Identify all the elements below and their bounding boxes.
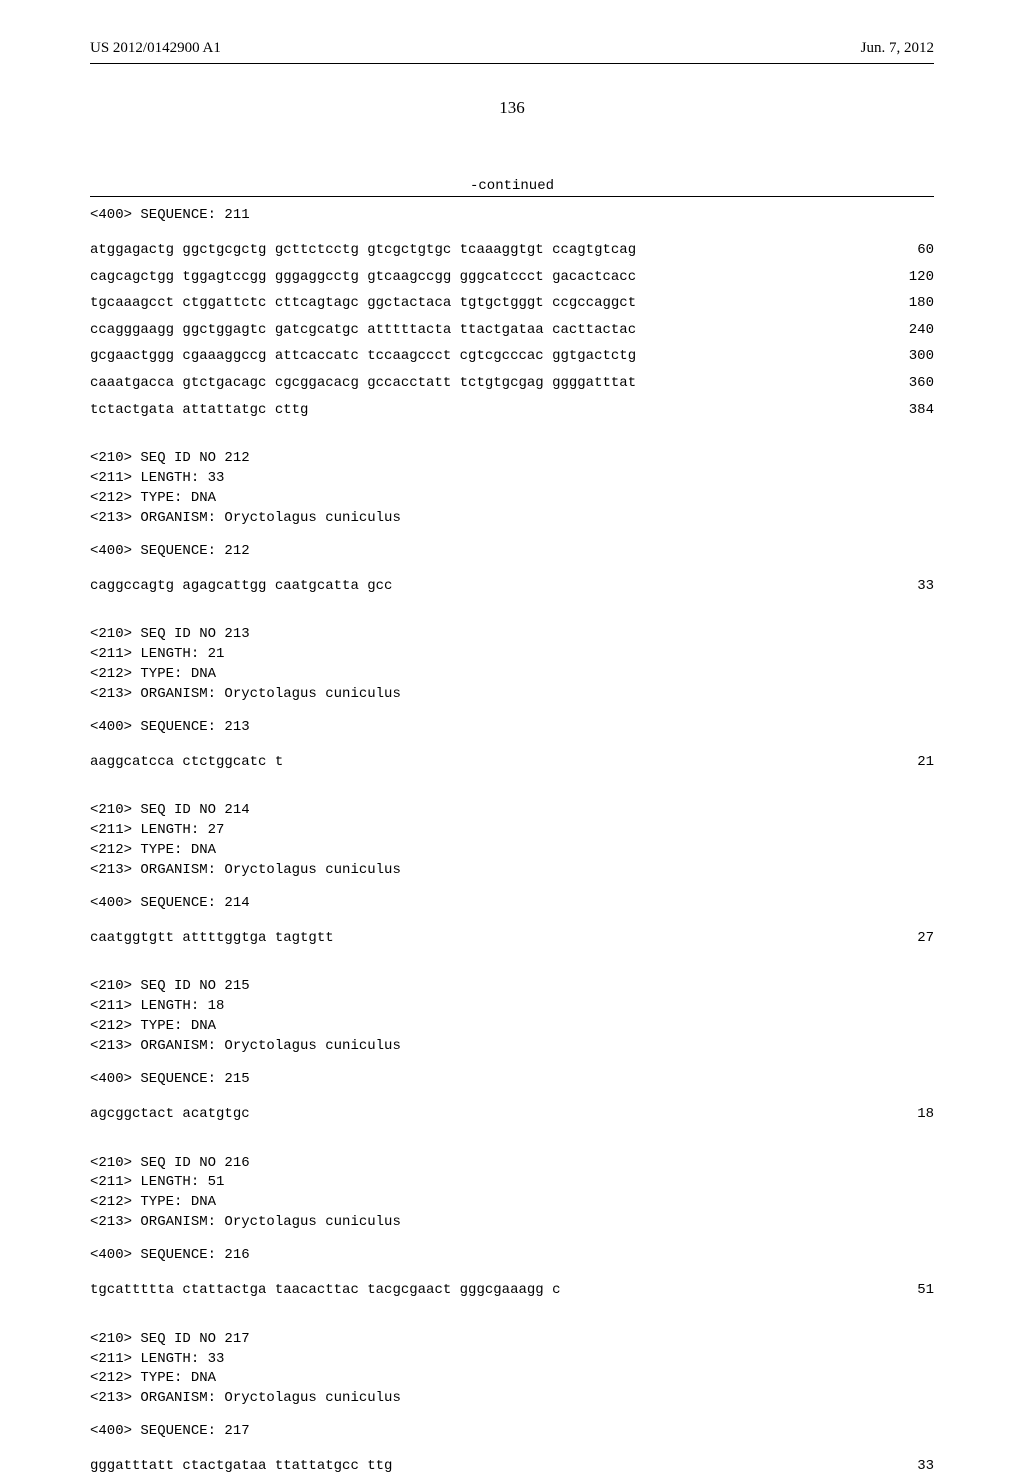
sequence-line: tgcattttta ctattactga taacacttac tacgcga… (90, 1277, 934, 1304)
sequence-metadata: <210> SEQ ID NO 216 <211> LENGTH: 51 <21… (90, 1154, 934, 1234)
sequence-text: tgcaaagcct ctggattctc cttcagtagc ggctact… (90, 290, 636, 317)
sequence-400-label: <400> SEQUENCE: 212 (90, 543, 934, 559)
sequence-text: ccagggaagg ggctggagtc gatcgcatgc attttta… (90, 317, 636, 344)
sequence-metadata: <210> SEQ ID NO 215 <211> LENGTH: 18 <21… (90, 977, 934, 1057)
sequence-text: gggatttatt ctactgataa ttattatgcc ttg (90, 1453, 392, 1480)
sequence-position: 120 (879, 264, 934, 291)
page-header: US 2012/0142900 A1 Jun. 7, 2012 (90, 40, 934, 57)
continued-label: -continued (90, 178, 934, 194)
sequence-line: atggagactg ggctgcgctg gcttctcctg gtcgctg… (90, 237, 934, 264)
sequence-line: gcgaactggg cgaaaggccg attcaccatc tccaagc… (90, 343, 934, 370)
sequence-metadata: <210> SEQ ID NO 217 <211> LENGTH: 33 <21… (90, 1330, 934, 1410)
sequence-text: atggagactg ggctgcgctg gcttctcctg gtcgctg… (90, 237, 636, 264)
sequence-text: caatggtgtt attttggtga tagtgtt (90, 925, 334, 952)
sequence-position: 360 (879, 370, 934, 397)
sequence-top-rule (90, 196, 934, 197)
sequence-position: 240 (879, 317, 934, 344)
sequence-metadata: <210> SEQ ID NO 214 <211> LENGTH: 27 <21… (90, 801, 934, 881)
sequence-entry: <210> SEQ ID NO 216 <211> LENGTH: 51 <21… (90, 1154, 934, 1304)
sequence-entry: <210> SEQ ID NO 217 <211> LENGTH: 33 <21… (90, 1330, 934, 1480)
sequence-text: caggccagtg agagcattgg caatgcatta gcc (90, 573, 392, 600)
sequence-position: 180 (879, 290, 934, 317)
sequence-metadata: <210> SEQ ID NO 213 <211> LENGTH: 21 <21… (90, 625, 934, 705)
page: US 2012/0142900 A1 Jun. 7, 2012 136 -con… (0, 0, 1024, 1320)
sequence-line: caatggtgtt attttggtga tagtgtt 27 (90, 925, 934, 952)
sequence-400-label: <400> SEQUENCE: 214 (90, 895, 934, 911)
sequence-position: 384 (879, 397, 934, 424)
sequence-400-label: <400> SEQUENCE: 216 (90, 1247, 934, 1263)
sequence-position: 51 (887, 1277, 934, 1304)
header-rule (90, 63, 934, 64)
sequence-entry: <210> SEQ ID NO 215 <211> LENGTH: 18 <21… (90, 977, 934, 1127)
sequence-metadata: <210> SEQ ID NO 212 <211> LENGTH: 33 <21… (90, 449, 934, 529)
sequence-position: 33 (887, 573, 934, 600)
sequence-text: gcgaactggg cgaaaggccg attcaccatc tccaagc… (90, 343, 636, 370)
sequence-position: 60 (887, 237, 934, 264)
sequence-text: cagcagctgg tggagtccgg gggaggcctg gtcaagc… (90, 264, 636, 291)
sequence-position: 33 (887, 1453, 934, 1480)
sequence-entry: <210> SEQ ID NO 214 <211> LENGTH: 27 <21… (90, 801, 934, 951)
sequence-entry: <210> SEQ ID NO 212 <211> LENGTH: 33 <21… (90, 449, 934, 599)
sequence-400-label: <400> SEQUENCE: 211 (90, 207, 934, 223)
sequence-entry: <210> SEQ ID NO 213 <211> LENGTH: 21 <21… (90, 625, 934, 775)
sequence-line: agcggctact acatgtgc 18 (90, 1101, 934, 1128)
pub-number: US 2012/0142900 A1 (90, 40, 221, 57)
sequence-line: caaatgacca gtctgacagc cgcggacacg gccacct… (90, 370, 934, 397)
sequence-text: aaggcatcca ctctggcatc t (90, 749, 283, 776)
sequence-position: 21 (887, 749, 934, 776)
sequence-400-label: <400> SEQUENCE: 213 (90, 719, 934, 735)
sequence-text: caaatgacca gtctgacagc cgcggacacg gccacct… (90, 370, 636, 397)
sequence-text: tgcattttta ctattactga taacacttac tacgcga… (90, 1277, 560, 1304)
sequence-line: gggatttatt ctactgataa ttattatgcc ttg 33 (90, 1453, 934, 1480)
sequence-text: tctactgata attattatgc cttg (90, 397, 308, 424)
sequence-line: cagcagctgg tggagtccgg gggaggcctg gtcaagc… (90, 264, 934, 291)
sequence-position: 27 (887, 925, 934, 952)
sequence-400-label: <400> SEQUENCE: 215 (90, 1071, 934, 1087)
page-number: 136 (90, 98, 934, 118)
sequence-line: tctactgata attattatgc cttg 384 (90, 397, 934, 424)
sequence-position: 300 (879, 343, 934, 370)
sequence-position: 18 (887, 1101, 934, 1128)
sequence-line: ccagggaagg ggctggagtc gatcgcatgc attttta… (90, 317, 934, 344)
sequence-400-label: <400> SEQUENCE: 217 (90, 1423, 934, 1439)
sequence-line: caggccagtg agagcattgg caatgcatta gcc 33 (90, 573, 934, 600)
sequence-text: agcggctact acatgtgc (90, 1101, 250, 1128)
sequence-211-body: atggagactg ggctgcgctg gcttctcctg gtcgctg… (90, 237, 934, 423)
sequence-line: aaggcatcca ctctggcatc t 21 (90, 749, 934, 776)
pub-date: Jun. 7, 2012 (861, 40, 934, 57)
sequence-line: tgcaaagcct ctggattctc cttcagtagc ggctact… (90, 290, 934, 317)
